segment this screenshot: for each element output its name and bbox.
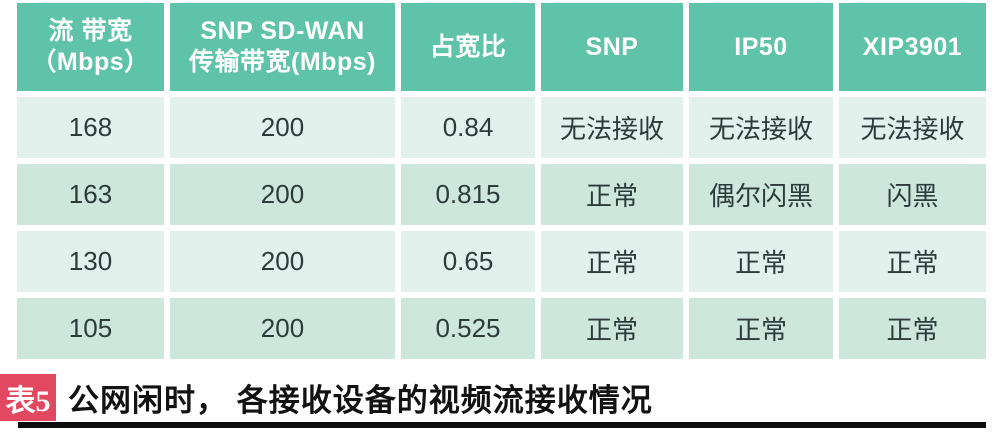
table-cell: 163 [17, 164, 164, 225]
header-line: SNP SD-WAN [200, 17, 365, 45]
table-cell: 0.525 [401, 298, 535, 359]
table-cell: 0.815 [401, 164, 535, 225]
column-header-stream-bandwidth: 流 带宽 （Mbps） [17, 3, 164, 91]
table-cell: 无法接收 [541, 97, 683, 158]
table-cell: 正常 [839, 298, 986, 359]
column-header-xip3901: XIP3901 [839, 3, 986, 91]
column-header-snp: SNP [541, 3, 683, 91]
table-cell: 130 [17, 231, 164, 292]
table-cell: 偶尔闪黑 [689, 164, 833, 225]
column-header-ip50: IP50 [689, 3, 833, 91]
table-caption: 表5 公网闲时， 各接收设备的视频流接收情况 [0, 374, 653, 421]
table-cell: 正常 [541, 164, 683, 225]
table-cell: 200 [170, 164, 395, 225]
table-cell: 200 [170, 231, 395, 292]
header-line: IP50 [734, 32, 788, 61]
table-cell: 正常 [541, 231, 683, 292]
table-cell: 无法接收 [839, 97, 986, 158]
header-line: XIP3901 [862, 32, 963, 61]
table-cell: 无法接收 [689, 97, 833, 158]
header-line: 传输带宽(Mbps) [189, 48, 376, 76]
header-line: 流 带宽 [48, 17, 133, 45]
header-line: （Mbps） [31, 48, 150, 76]
table-cell: 正常 [839, 231, 986, 292]
table-cell: 正常 [541, 298, 683, 359]
table-cell: 200 [170, 97, 395, 158]
table-cell: 168 [17, 97, 164, 158]
header-line: SNP [585, 32, 639, 61]
table-number-badge: 表5 [0, 374, 56, 421]
table-cell: 闪黑 [839, 164, 986, 225]
table-cell: 200 [170, 298, 395, 359]
table-cell: 正常 [689, 298, 833, 359]
column-header-sdwan-bandwidth: SNP SD-WAN 传输带宽(Mbps) [170, 3, 395, 91]
table-cell: 0.84 [401, 97, 535, 158]
column-header-ratio: 占宽比 [401, 3, 535, 91]
bottom-divider [18, 422, 986, 428]
table-cell: 0.65 [401, 231, 535, 292]
header-line: 占宽比 [429, 32, 507, 61]
table-cell: 105 [17, 298, 164, 359]
bandwidth-test-table: 流 带宽 （Mbps） SNP SD-WAN 传输带宽(Mbps) 占宽比 SN… [17, 3, 986, 359]
caption-text: 公网闲时， 各接收设备的视频流接收情况 [68, 383, 653, 418]
table-cell: 正常 [689, 231, 833, 292]
